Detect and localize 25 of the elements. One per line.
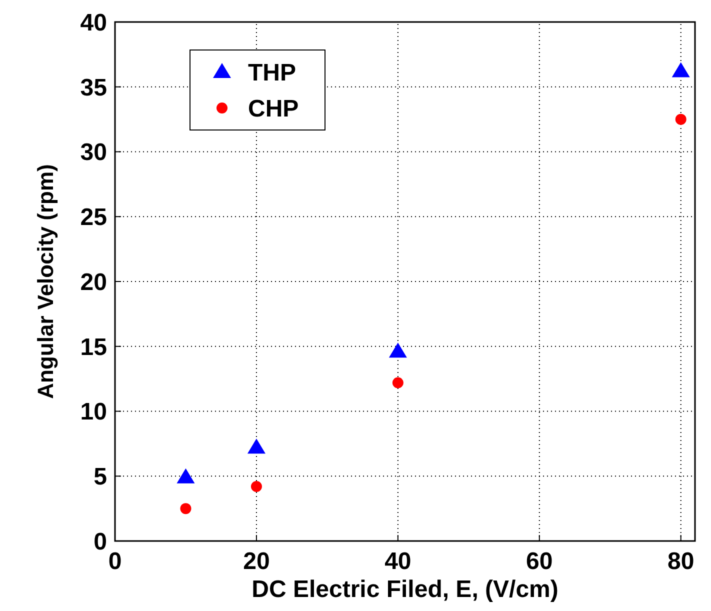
point <box>392 377 404 388</box>
y-tick-label: 40 <box>80 9 107 36</box>
point <box>176 468 195 484</box>
legend-label: THP <box>248 59 296 86</box>
x-axis-title: DC Electric Filed, E, (V/cm) <box>252 576 558 603</box>
point <box>675 114 686 125</box>
y-tick-label: 10 <box>80 398 107 426</box>
y-axis-title: Angular Velocity (rpm) <box>33 164 58 399</box>
legend-label: CHP <box>248 95 299 122</box>
x-tick-label: 60 <box>526 548 553 575</box>
x-tick-label: 40 <box>384 548 412 575</box>
point <box>180 503 192 514</box>
y-tick-label: 35 <box>80 74 107 102</box>
point <box>250 481 262 492</box>
y-tick-label: 0 <box>94 528 107 556</box>
point <box>388 342 407 358</box>
point <box>247 438 266 454</box>
point <box>672 62 690 78</box>
y-tick-label: 5 <box>94 464 107 491</box>
x-tick-label: 80 <box>668 548 694 575</box>
y-tick-label: 20 <box>80 268 107 296</box>
y-tick-label: 25 <box>80 204 107 232</box>
y-tick-label: 15 <box>80 334 107 361</box>
y-tick-label: 30 <box>80 139 107 166</box>
x-tick-label: 20 <box>243 548 270 575</box>
